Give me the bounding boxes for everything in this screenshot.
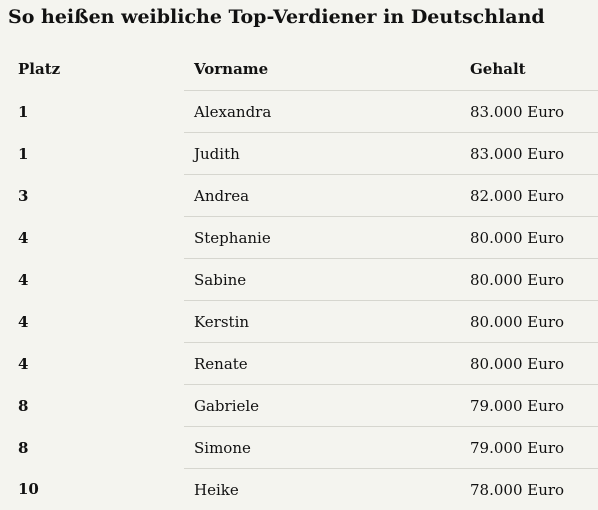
- page-title: So heißen weibliche Top-Verdiener in Deu…: [8, 4, 545, 30]
- name-cell: Judith: [184, 133, 460, 175]
- table-row: 4 Kerstin 80.000 Euro: [8, 301, 598, 343]
- column-header-name: Vorname: [184, 48, 460, 91]
- rank-cell: 4: [8, 301, 184, 343]
- table-row: 3 Andrea 82.000 Euro: [8, 175, 598, 217]
- table-row: 1 Alexandra 83.000 Euro: [8, 91, 598, 133]
- table-row: 1 Judith 83.000 Euro: [8, 133, 598, 175]
- name-cell: Andrea: [184, 175, 460, 217]
- name-cell: Alexandra: [184, 91, 460, 133]
- table-row: 4 Sabine 80.000 Euro: [8, 259, 598, 301]
- rank-cell: 4: [8, 217, 184, 259]
- salary-cell: 80.000 Euro: [460, 217, 598, 259]
- name-cell: Simone: [184, 427, 460, 469]
- salary-cell: 80.000 Euro: [460, 259, 598, 301]
- rank-cell: 3: [8, 175, 184, 217]
- rank-cell: 4: [8, 343, 184, 385]
- table-row: 8 Gabriele 79.000 Euro: [8, 385, 598, 427]
- salary-cell: 79.000 Euro: [460, 385, 598, 427]
- salary-cell: 79.000 Euro: [460, 427, 598, 469]
- name-cell: Heike: [184, 469, 460, 510]
- name-cell: Gabriele: [184, 385, 460, 427]
- rank-cell: 1: [8, 133, 184, 175]
- ranking-table: Platz Vorname Gehalt 1 Alexandra 83.000 …: [8, 48, 598, 510]
- salary-cell: 82.000 Euro: [460, 175, 598, 217]
- rank-cell: 8: [8, 385, 184, 427]
- name-cell: Renate: [184, 343, 460, 385]
- salary-cell: 78.000 Euro: [460, 469, 598, 510]
- rank-cell: 4: [8, 259, 184, 301]
- salary-cell: 83.000 Euro: [460, 133, 598, 175]
- rank-cell: 1: [8, 91, 184, 133]
- table-header-row: Platz Vorname Gehalt: [8, 48, 598, 91]
- table-row: 4 Renate 80.000 Euro: [8, 343, 598, 385]
- table-row: 8 Simone 79.000 Euro: [8, 427, 598, 469]
- name-cell: Kerstin: [184, 301, 460, 343]
- table-row: 4 Stephanie 80.000 Euro: [8, 217, 598, 259]
- rank-cell: 8: [8, 427, 184, 469]
- column-header-salary: Gehalt: [460, 48, 598, 91]
- salary-cell: 83.000 Euro: [460, 91, 598, 133]
- table-row: 10 Heike 78.000 Euro: [8, 469, 598, 510]
- name-cell: Stephanie: [184, 217, 460, 259]
- column-header-rank: Platz: [8, 48, 184, 91]
- rank-cell: 10: [8, 469, 184, 510]
- name-cell: Sabine: [184, 259, 460, 301]
- salary-cell: 80.000 Euro: [460, 343, 598, 385]
- salary-cell: 80.000 Euro: [460, 301, 598, 343]
